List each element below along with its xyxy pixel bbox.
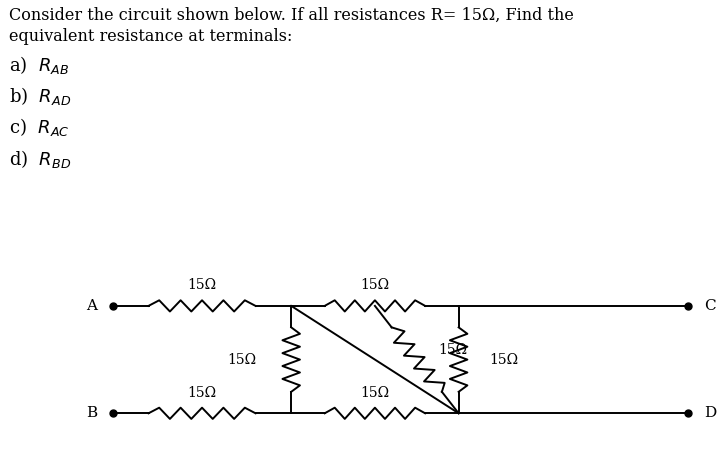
Text: 15Ω: 15Ω <box>438 343 468 357</box>
Text: a)  $R_{AB}$: a) $R_{AB}$ <box>9 54 69 76</box>
Text: C: C <box>704 299 716 313</box>
Text: B: B <box>86 406 97 420</box>
Text: 15Ω: 15Ω <box>360 278 389 292</box>
Text: A: A <box>86 299 97 313</box>
Text: d)  $R_{BD}$: d) $R_{BD}$ <box>9 148 71 170</box>
Text: D: D <box>704 406 716 420</box>
Text: 15Ω: 15Ω <box>187 278 217 292</box>
Text: b)  $R_{AD}$: b) $R_{AD}$ <box>9 85 71 107</box>
Text: 15Ω: 15Ω <box>360 386 389 400</box>
Text: equivalent resistance at terminals:: equivalent resistance at terminals: <box>9 28 292 45</box>
Text: c)  $R_{AC}$: c) $R_{AC}$ <box>9 116 69 138</box>
Text: 15Ω: 15Ω <box>227 353 256 367</box>
Text: 15Ω: 15Ω <box>489 353 518 367</box>
Text: Consider the circuit shown below. If all resistances R= 15Ω, Find the: Consider the circuit shown below. If all… <box>9 7 574 24</box>
Text: 15Ω: 15Ω <box>187 386 217 400</box>
